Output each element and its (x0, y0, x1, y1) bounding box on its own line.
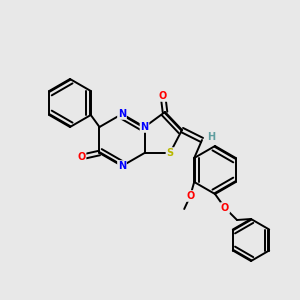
Text: O: O (159, 91, 167, 101)
Text: O: O (77, 152, 86, 162)
Text: O: O (186, 191, 194, 201)
Text: S: S (167, 148, 174, 158)
Text: N: N (140, 122, 148, 132)
Text: O: O (221, 203, 229, 213)
Text: N: N (118, 161, 126, 171)
Text: H: H (207, 132, 215, 142)
Text: N: N (118, 109, 126, 119)
